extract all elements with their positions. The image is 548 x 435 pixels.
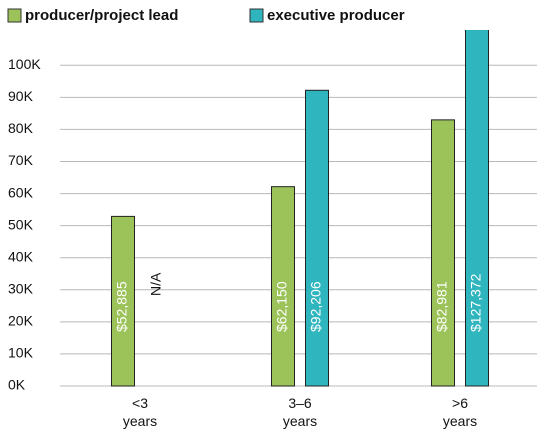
y-tick-label: 50K [8,216,34,232]
legend-swatch [7,8,22,23]
value-label: $127,372 [468,273,484,332]
y-tick-label: 10K [8,345,34,361]
legend-label: executive producer [267,7,405,24]
bar [271,186,295,387]
bar [305,89,329,387]
bar [111,215,135,387]
y-tick-label: 40K [8,248,34,264]
y-tick-label: 90K [8,88,34,104]
y-tick-label: 70K [8,152,34,168]
value-label: $62,150 [274,281,290,332]
value-label: $92,206 [308,281,324,332]
bar [431,119,455,387]
x-tick-label: >6 years [443,395,477,429]
y-tick-label: 0K [8,377,26,393]
x-tick-label: <3 years [123,395,157,429]
value-label: $82,981 [434,281,450,332]
grid [60,64,537,387]
labels: 0K 10K 20K 30K 40K 50K 60K 70K 80K 90K 100K produce… [7,7,484,429]
legend-swatch [249,8,264,23]
bar [465,30,489,387]
y-tick-label: 20K [8,313,34,329]
x-tick-label: 3–6 years [283,395,317,429]
value-label: N/A [148,272,164,296]
y-tick-label: 60K [8,184,34,200]
y-tick-label: 100K [8,56,41,72]
y-tick-label: 80K [8,120,34,136]
plot-area [111,30,489,387]
legend-label: producer/project lead [25,7,178,24]
value-label: $52,885 [114,281,130,332]
y-tick-label: 30K [8,280,34,296]
